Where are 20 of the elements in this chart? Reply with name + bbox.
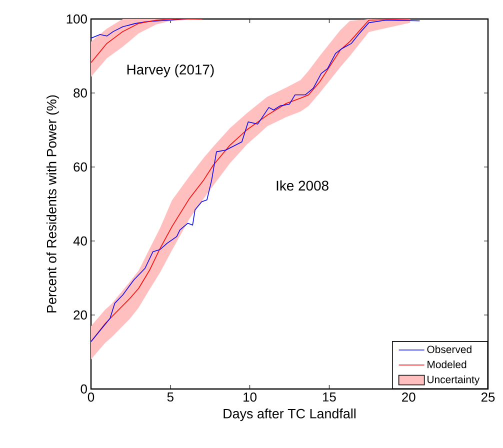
line-series <box>91 18 203 64</box>
x-tick-label: 25 <box>481 392 495 402</box>
x-tick-label: 5 <box>167 392 174 402</box>
y-tick-label: 100 <box>66 14 87 24</box>
x-tick-label: 0 <box>88 392 94 402</box>
x-axis-title: Days after TC Landfall <box>224 408 356 422</box>
x-tick-label: 20 <box>402 392 416 402</box>
legend-label: Observed <box>427 345 472 354</box>
x-tick-label: 15 <box>322 392 336 402</box>
legend-label: Modeled <box>428 360 466 368</box>
annotation: Uncertainty <box>428 376 480 386</box>
annotation: Harvey (2017) <box>127 64 214 78</box>
x-tick-label: 10 <box>244 392 256 402</box>
y-tick-label: 0 <box>80 384 87 394</box>
y-axis-title: Percent of Residents with Power (%) <box>46 95 60 312</box>
y-tick-label: 20 <box>74 310 87 320</box>
y-tick-label: 60 <box>74 162 87 172</box>
y-tick-label: 40 <box>73 236 87 246</box>
annotation: Ike 2008 <box>276 180 328 191</box>
y-tick-label: 80 <box>74 88 87 98</box>
